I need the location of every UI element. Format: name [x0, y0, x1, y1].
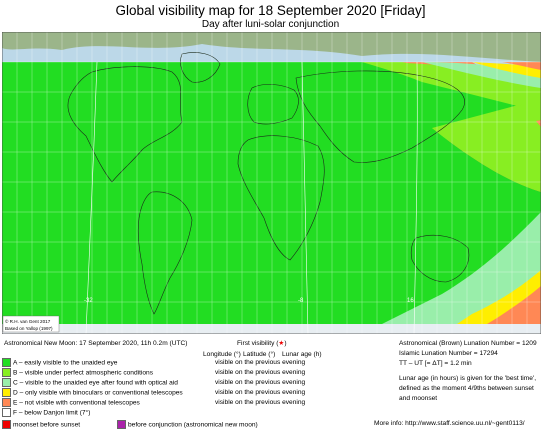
continent-outlines: [67, 52, 470, 315]
legend-f-swatch: [2, 408, 11, 417]
legend-d-swatch: [2, 388, 11, 397]
legend-d-value: visible on the previous evening: [215, 389, 306, 396]
contour-label-3: 16: [407, 298, 414, 304]
credit-box: [2, 315, 60, 333]
legend-c-swatch: [2, 378, 11, 387]
legend-before-conjunction-text: before conjunction (astronomical new moo…: [128, 421, 258, 429]
page-subtitle: Day after luni-solar conjunction: [201, 19, 340, 30]
greenland-outline: [180, 52, 221, 83]
column-lunar-age: Lunar age (h): [282, 351, 322, 358]
legend-moonset-swatch: [2, 420, 11, 429]
arctic-landmass: [2, 32, 541, 62]
south-america-outline: [137, 191, 193, 315]
zone-e-top: [502, 62, 541, 70]
legend-a-text: A – easily visible to the unaided eye: [13, 359, 118, 367]
legend-e-text: E – not visible with conventional telesc…: [13, 399, 140, 407]
credit-line-1: © R.H. van Gent 2017: [5, 318, 51, 324]
legend-e: E – not visible with conventional telesc…: [2, 398, 140, 407]
first-visibility-text: First visibility (: [237, 340, 279, 347]
north-america-outline: [67, 66, 183, 183]
asia-outline: [295, 70, 465, 163]
legend-a-value: visible on the previous evening: [215, 359, 306, 366]
legend-c: C – visible to the unaided eye after fou…: [2, 378, 178, 387]
lunar-age-note-2: defined as the moment 4/9ths between sun…: [399, 385, 534, 392]
contour-3: [413, 61, 418, 334]
australia-outline: [410, 235, 470, 283]
first-visibility-label: First visibility (★): [237, 339, 287, 347]
first-visibility-star: ★: [278, 340, 285, 347]
legend-d-text: D – only visible with binoculars or conv…: [13, 389, 183, 397]
column-latitude: Latitude (°): [243, 351, 276, 358]
contour-label-1: -32: [84, 298, 93, 304]
first-visibility-close: ): [284, 340, 287, 347]
legend-b-swatch: [2, 368, 11, 377]
legend-moonset: moonset before sunset: [2, 420, 80, 429]
contour-2: [301, 61, 309, 334]
credit-line-2: Based on Yallop (1997): [5, 326, 53, 331]
zone-b-right: [432, 104, 541, 192]
legend-a-swatch: [2, 358, 11, 367]
legend-f-text: F – below Danjon limit (7°): [13, 409, 91, 417]
legend-b-text: B – visible under perfect atmospheric co…: [13, 369, 154, 377]
islamic-lunation: Islamic Lunation Number = 17294: [399, 350, 498, 357]
legend-before-conjunction-swatch: [117, 420, 126, 429]
legend-b: B – visible under perfect atmospheric co…: [2, 368, 153, 377]
page-title: Global visibility map for 18 September 2…: [115, 3, 426, 18]
legend-d: D – only visible with binoculars or conv…: [2, 388, 183, 397]
europe-outline: [247, 84, 299, 125]
africa-outline: [237, 135, 325, 261]
legend-moonset-text: moonset before sunset: [13, 421, 81, 429]
zone-a: [2, 62, 541, 324]
contour-1: [85, 61, 98, 334]
lunar-age-note-1: Lunar age (in hours) is given for the 'b…: [399, 375, 537, 382]
more-info-link[interactable]: More info: http://www.staff.science.uu.n…: [374, 420, 525, 427]
legend-e-value: visible on the previous evening: [215, 399, 306, 406]
legend-e-swatch: [2, 398, 11, 407]
column-longitude: Longitude (°): [203, 351, 241, 358]
legend-b-value: visible on the previous evening: [215, 369, 306, 376]
new-moon-text: Astronomical New Moon: 17 September 2020…: [4, 340, 188, 347]
legend-c-text: C – visible to the unaided eye after fou…: [13, 379, 178, 387]
lunar-age-contours: [85, 61, 418, 334]
delta-t: TT – UT [= ΔT] = 1.2 min: [399, 360, 472, 367]
map-grid: [2, 32, 541, 334]
zone-c-bottom: [382, 212, 541, 324]
zone-e-bottom: [487, 286, 541, 324]
legend-c-value: visible on the previous evening: [215, 379, 306, 386]
visibility-map: -32 -8 16 © R.H. van Gent 2017 Based on …: [2, 32, 541, 334]
brown-lunation: Astronomical (Brown) Lunation Number = 1…: [399, 340, 537, 347]
legend-f: F – below Danjon limit (7°): [2, 408, 90, 417]
contour-label-2: -8: [298, 298, 304, 304]
lunar-age-note-3: and moonset: [399, 395, 438, 402]
legend-before-conjunction: before conjunction (astronomical new moo…: [117, 420, 258, 429]
legend-a: A – easily visible to the unaided eye: [2, 358, 117, 367]
